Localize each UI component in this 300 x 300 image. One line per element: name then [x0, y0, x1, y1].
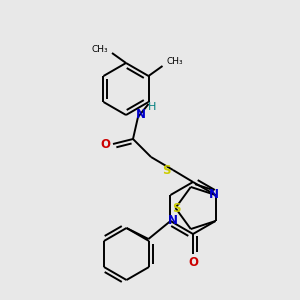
Text: S: S — [172, 202, 181, 214]
Text: H: H — [148, 102, 156, 112]
Text: N: N — [208, 188, 218, 200]
Text: O: O — [100, 137, 110, 151]
Text: S: S — [162, 164, 170, 178]
Text: O: O — [188, 256, 198, 268]
Text: N: N — [167, 214, 178, 227]
Text: N: N — [136, 107, 146, 121]
Text: CH₃: CH₃ — [92, 44, 108, 53]
Text: CH₃: CH₃ — [167, 58, 183, 67]
